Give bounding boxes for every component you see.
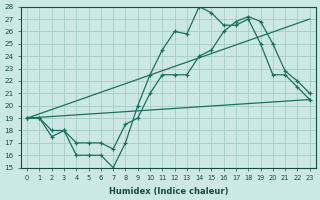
- X-axis label: Humidex (Indice chaleur): Humidex (Indice chaleur): [109, 187, 228, 196]
